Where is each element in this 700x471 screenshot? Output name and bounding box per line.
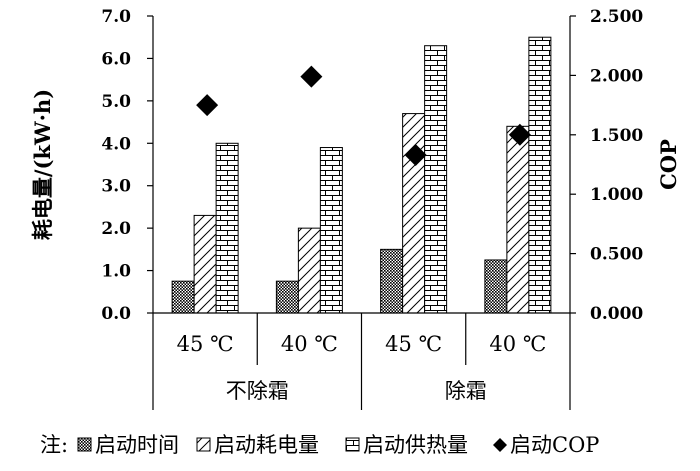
bar-diagonal xyxy=(506,125,530,314)
axes: 0.0 1.0 2.0 3.0 4.0 5.0 6.0 7.0 0.000 0.500 1.000 1… xyxy=(30,7,681,324)
right-tick-label: 2.000 xyxy=(590,66,643,86)
bar-diagonal xyxy=(193,214,217,314)
group-label: 不除霜 xyxy=(226,379,289,403)
bar-diagonal xyxy=(402,113,426,314)
left-tick-label: 1.0 xyxy=(101,262,131,282)
category-axis: 45 ℃ 40 ℃ 45 ℃ 40 ℃ 不除霜 除霜 xyxy=(152,312,571,410)
cop-marker xyxy=(196,94,219,117)
category-label: 40 ℃ xyxy=(281,332,338,356)
legend: 注: 启动时间 启动耗电量 启动供热量 启动COP xyxy=(40,433,599,457)
legend-swatch-brick xyxy=(345,437,360,452)
group-label: 除霜 xyxy=(445,379,487,403)
right-tick-label: 2.500 xyxy=(590,7,643,27)
category-label: 45 ℃ xyxy=(385,332,442,356)
left-tick-label: 7.0 xyxy=(101,7,131,27)
bar-dots xyxy=(380,248,404,314)
left-tick-label: 2.0 xyxy=(101,219,131,239)
bar-brick xyxy=(215,142,239,314)
left-tick-label: 0.0 xyxy=(101,304,131,324)
legend-label: 启动耗电量 xyxy=(214,433,319,457)
bar-dots xyxy=(171,280,195,314)
left-tick-label: 3.0 xyxy=(101,177,131,197)
legend-label: 启动时间 xyxy=(95,433,179,457)
left-tick-label: 5.0 xyxy=(101,92,131,112)
category-label: 45 ℃ xyxy=(177,332,234,356)
bar-brick xyxy=(528,36,552,314)
bar-dots xyxy=(275,280,299,314)
right-tick-label: 0.000 xyxy=(590,304,643,324)
cop-markers xyxy=(196,65,531,166)
cop-marker xyxy=(508,123,531,146)
legend-prefix: 注: xyxy=(40,433,68,457)
right-tick-label: 1.000 xyxy=(590,185,643,205)
bar-brick xyxy=(319,147,343,314)
legend-swatch-diagonal xyxy=(196,437,211,452)
bar-dots xyxy=(484,259,508,314)
right-tick-label: 0.500 xyxy=(590,245,643,265)
left-tick-label: 4.0 xyxy=(101,134,131,154)
left-axis-title: 耗电量/(kW·h) xyxy=(30,89,55,240)
bars xyxy=(171,36,552,314)
legend-label: 启动供热量 xyxy=(363,433,468,457)
bar-brick xyxy=(424,45,448,314)
cop-marker xyxy=(300,65,323,88)
right-axis-title: COP xyxy=(656,139,681,190)
cop-marker xyxy=(404,143,427,166)
legend-swatch-diamond xyxy=(493,438,507,452)
right-tick-label: 1.500 xyxy=(590,126,643,146)
legend-label: 启动COP xyxy=(510,433,599,457)
left-tick-label: 6.0 xyxy=(101,49,131,69)
legend-swatch-dots xyxy=(77,437,92,452)
bar-diagonal xyxy=(297,227,321,314)
category-label: 40 ℃ xyxy=(489,332,546,356)
